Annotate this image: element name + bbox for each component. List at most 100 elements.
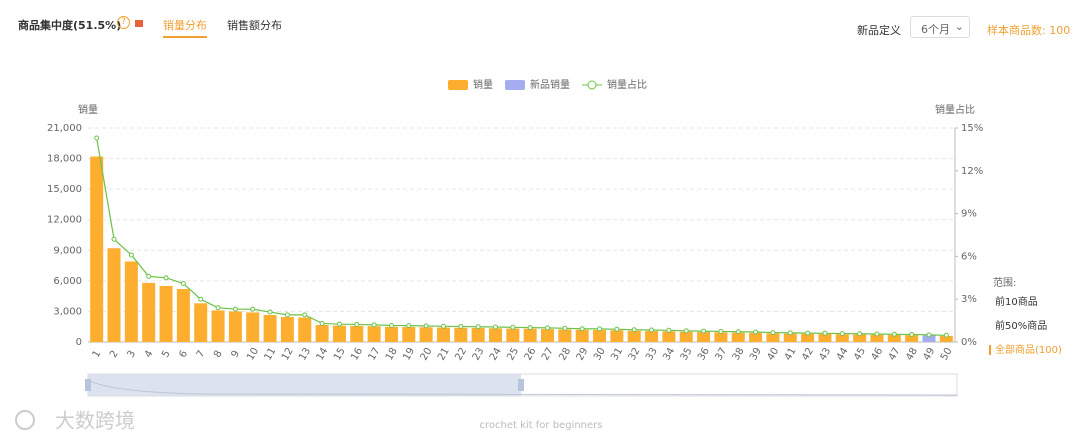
line-marker [683,328,689,334]
video-icon[interactable] [135,20,143,27]
x-tick-label: 17 [367,346,383,363]
x-tick-label: 15 [332,346,348,363]
line-marker [666,327,672,333]
chevron: ⌄ [954,20,964,33]
y2-tick-label: 12% [961,166,983,177]
line-marker [267,309,273,315]
line-marker [354,321,360,327]
line-marker [458,323,464,329]
sample-count: 样本商品数: 100 [987,24,1071,37]
y-tick-label: 18,000 [47,154,82,165]
line-marker [371,322,377,328]
line-marker [631,327,637,333]
bar [835,334,849,342]
range-option[interactable]: 前50%商品 [995,319,1047,332]
bar [228,311,242,342]
zoom-selection [88,374,521,396]
x-tick-label: 11 [263,346,279,363]
bar [488,328,502,342]
bar [471,327,485,342]
bar [436,327,450,342]
x-tick-label: 25 [505,346,521,363]
bar [593,329,607,342]
line-marker [701,328,707,334]
x-tick-label: 26 [523,346,539,363]
x-tick-label: 9 [229,349,242,360]
x-tick-label: 18 [384,346,400,363]
bar [714,332,728,342]
bar [506,328,520,342]
x-tick-label: 34 [661,346,677,363]
y-axis-title: 销量 [78,103,98,116]
x-tick-label: 40 [765,346,781,363]
zoom-handle[interactable] [85,379,91,391]
x-tick-label: 31 [609,346,625,363]
bar [662,331,676,342]
line-marker [250,306,256,312]
bar [783,333,797,342]
line-marker [128,252,134,258]
x-tick-label: 20 [419,346,435,363]
bar [749,332,763,342]
x-tick-label: 7 [195,349,208,360]
x-tick-label: 1 [91,349,104,360]
x-tick-label: 22 [453,346,469,363]
bar [263,314,277,342]
line-marker [545,325,551,331]
x-tick-label: 47 [887,346,903,363]
x-tick-label: 49 [921,346,937,363]
tab[interactable]: 销量分布 [163,17,207,38]
range-option[interactable]: 前10商品 [995,295,1038,308]
line [96,137,947,336]
line-marker [943,332,949,338]
y-tick-label: 6,000 [53,276,82,287]
line-marker [319,320,325,326]
range-option[interactable]: 全部商品(100) [995,343,1062,356]
title: 商品集中度(51.5%) [18,19,122,32]
line-marker [718,328,724,334]
line-marker [805,330,811,336]
y2-tick-label: 6% [961,251,977,262]
y2-tick-label: 9% [961,209,977,220]
line-marker [597,326,603,332]
line-marker [492,324,498,330]
new-def-label: 新品定义 [857,24,901,37]
y2-tick-label: 3% [961,294,977,305]
bar [801,333,815,342]
x-tick-label: 46 [869,346,885,363]
line-marker [926,332,932,338]
x-tick-label: 3 [125,349,138,360]
bar [939,335,953,342]
range-active-bar [989,345,991,355]
legend-label: 销量占比 [607,78,647,91]
x-tick-label: 29 [575,346,591,363]
x-tick-label: 23 [471,346,487,363]
line-marker [146,273,152,279]
y2-tick-label: 0% [961,337,977,348]
line-marker [180,281,186,287]
x-tick-label: 13 [297,346,313,363]
range-title: 范围: [993,276,1016,289]
bar [246,312,260,342]
line-marker [770,330,776,336]
line-marker [874,331,880,337]
line-marker [336,321,342,327]
bar [558,329,572,342]
x-tick-label: 4 [143,349,156,360]
y-tick-label: 15,000 [47,184,82,195]
bar [541,329,555,342]
x-tick-label: 45 [852,346,868,363]
select[interactable]: 6个月 ⌄ [910,16,970,38]
tab[interactable]: 销售额分布 [227,19,282,32]
line-marker [909,331,915,337]
help-icon[interactable]: ? [117,16,130,29]
x-tick-label: 33 [644,346,660,363]
x-tick-label: 38 [731,346,747,363]
line-marker [753,329,759,335]
x-tick-label: 28 [557,346,573,363]
y-tick-label: 3,000 [53,306,82,317]
zoom-handle[interactable] [518,379,524,391]
line-marker [649,327,655,333]
bar [280,317,294,342]
